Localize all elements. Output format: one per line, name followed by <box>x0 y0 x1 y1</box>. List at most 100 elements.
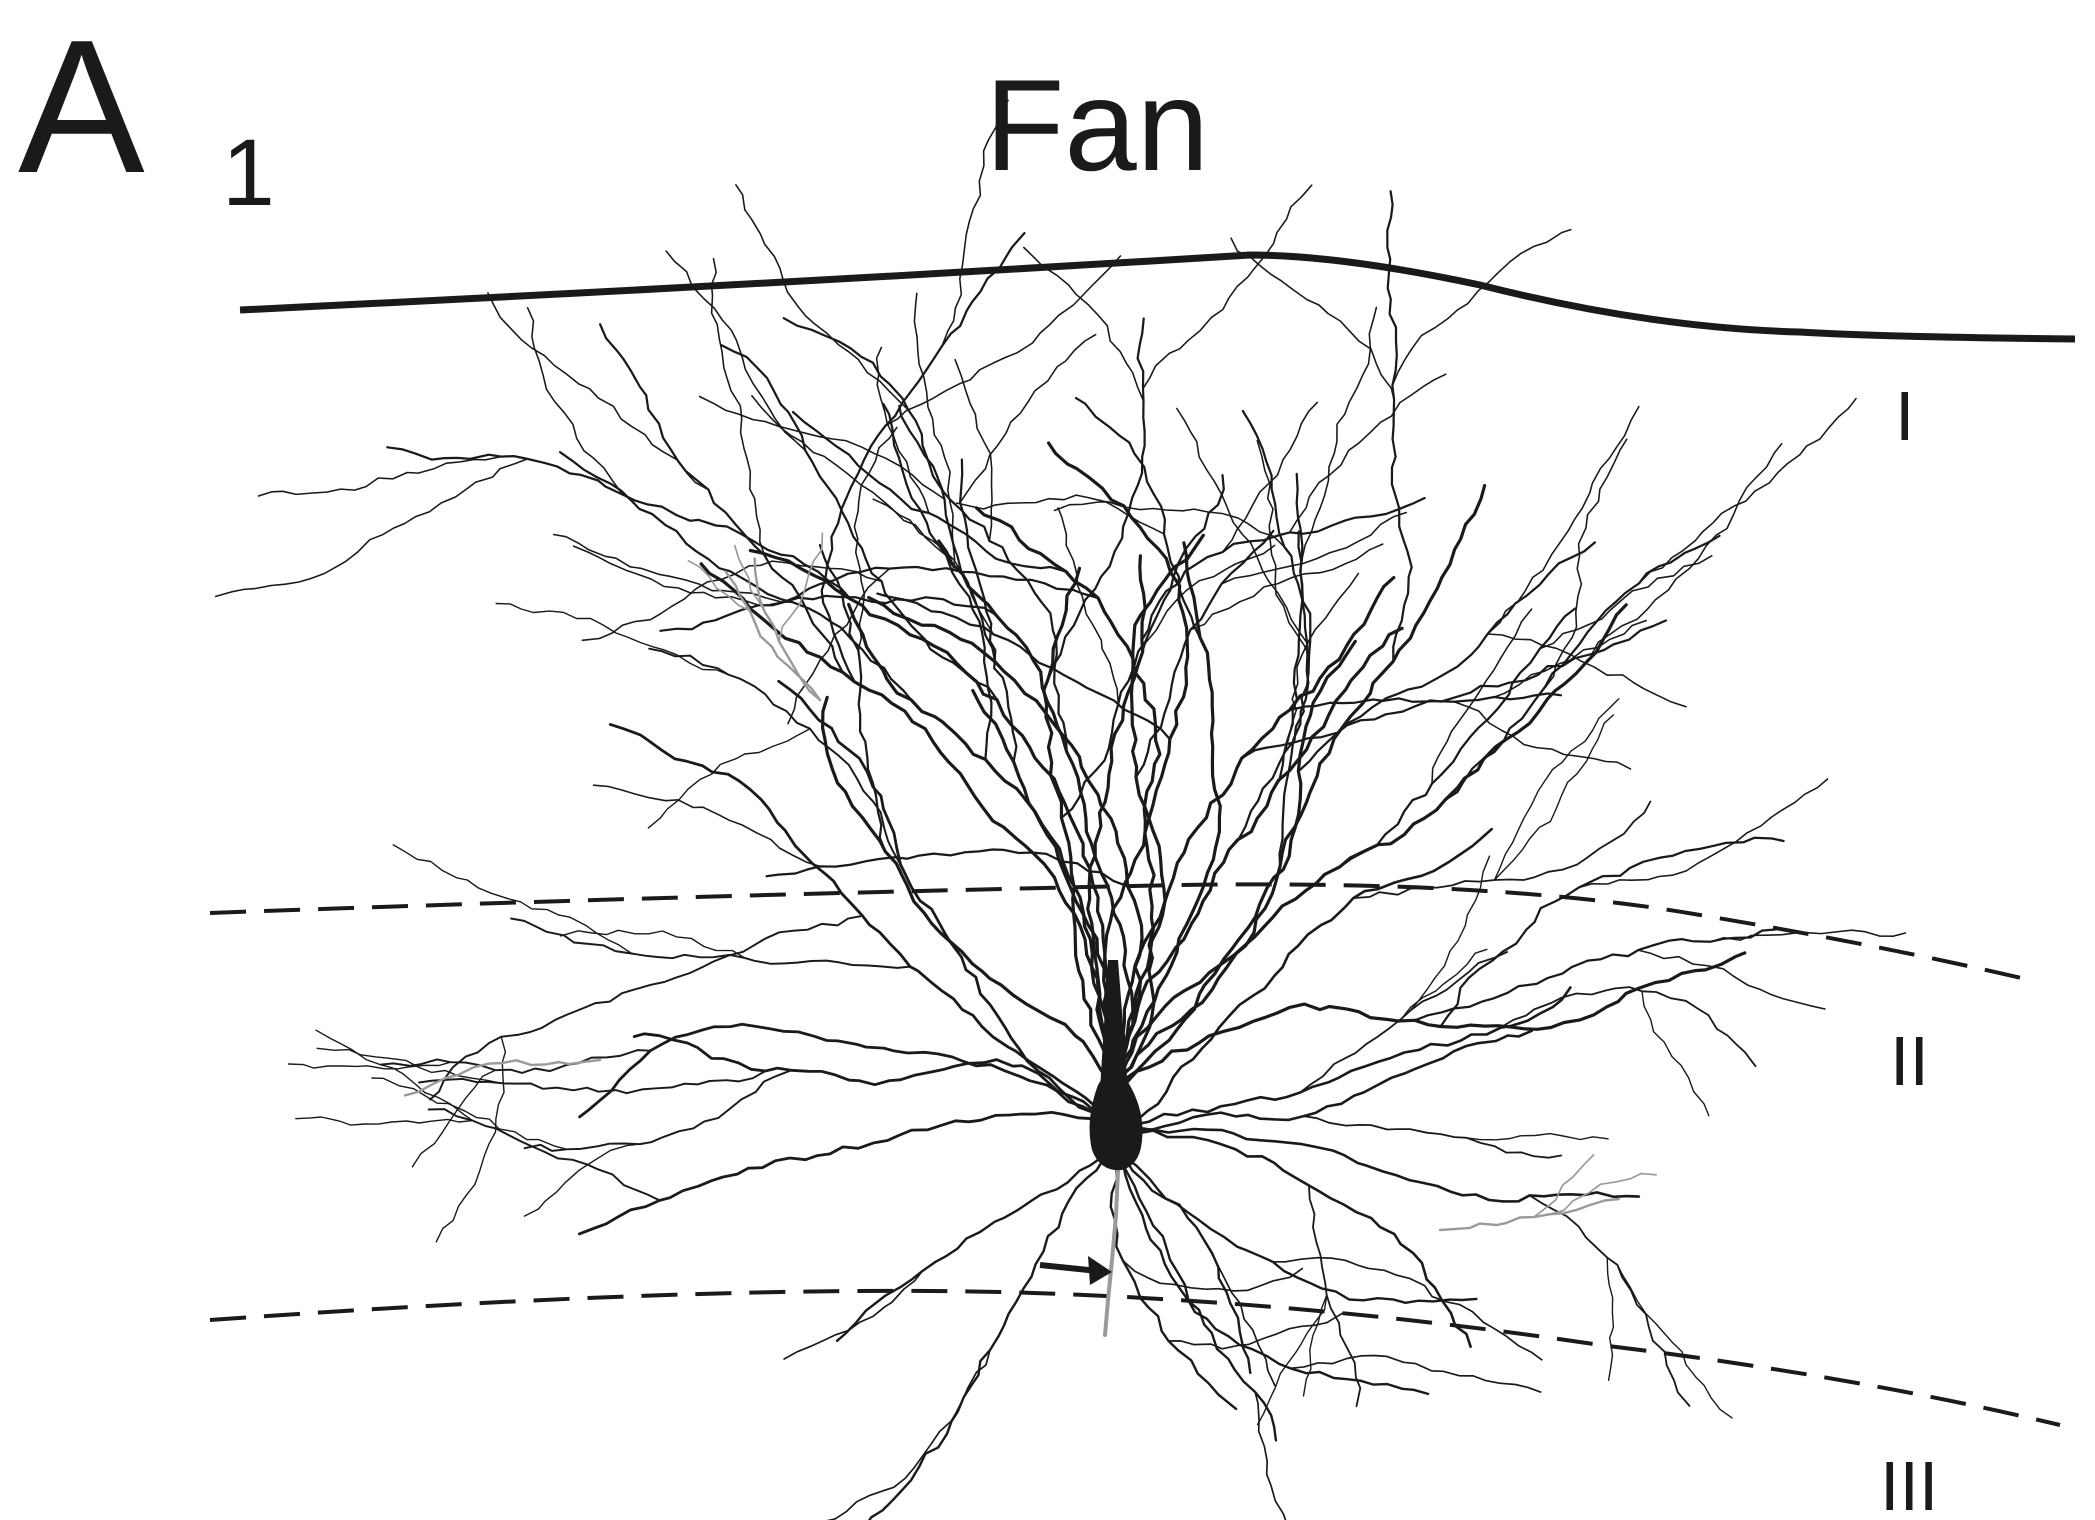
dendrite-branch <box>1109 1148 1238 1411</box>
dendrite-branch <box>558 451 913 701</box>
dendrite-branch <box>1140 496 1426 642</box>
primary-trunk <box>1100 960 1128 1090</box>
dendrite-branch <box>1123 827 1493 1132</box>
panel-label: A <box>18 1 145 213</box>
dendrite-branch <box>1409 855 1491 1012</box>
dendrite-branch <box>1641 990 1710 1117</box>
dendrite-branch <box>1431 608 1533 785</box>
dendrite-branch <box>526 307 633 503</box>
dendrite-branch <box>1534 438 1628 701</box>
dendrite-branch <box>1493 698 1620 881</box>
dendrite-branch <box>495 602 729 676</box>
dendrite-branch <box>1203 1240 1276 1387</box>
dendrite-branch <box>1123 1029 1533 1132</box>
dendrite-branch <box>955 494 1165 535</box>
dendrite-branch <box>1176 407 1308 644</box>
dendrite-branch <box>1113 1148 1478 1304</box>
dendrite-branch <box>648 647 902 866</box>
dendrite-branch <box>403 1058 602 1097</box>
dendrite-branch <box>835 1148 1117 1342</box>
dendrite-branch <box>1240 619 1668 760</box>
dendrite-branch <box>1254 1391 1287 1520</box>
dendrite-branch <box>572 545 760 607</box>
dendrite-branch <box>1256 1294 1328 1426</box>
dendrite-branch <box>552 533 794 604</box>
dendrite-branch <box>316 1047 517 1085</box>
dendrite-branch <box>1288 373 1447 534</box>
dendrite-branch <box>427 1108 661 1202</box>
dendrite-branch <box>1499 986 1757 1068</box>
dendrite-branch <box>1123 1128 1472 1348</box>
dendrite-branch <box>665 250 806 451</box>
dendrite-branch <box>1539 555 1713 650</box>
dendrite-branch <box>1486 405 1640 635</box>
dendrite-branch <box>1256 440 1310 657</box>
dendrite-branch <box>287 1061 452 1070</box>
dendrite-branch <box>523 1143 641 1217</box>
dendrite-branch <box>379 1049 652 1074</box>
dendrite-branch <box>592 784 821 868</box>
dendrite-branch <box>777 679 1107 1122</box>
dendrite-branch <box>783 1270 924 1360</box>
dendrite-branch <box>560 929 746 959</box>
dendrite-branch <box>632 1032 1107 1122</box>
dendrite-branch <box>735 184 917 422</box>
dendrite-branch <box>371 1077 568 1150</box>
dendrite-branch <box>876 592 1171 741</box>
dendrite-branch <box>1465 1132 1609 1141</box>
dendrite-branch <box>853 426 898 651</box>
dendrite-branch <box>1123 986 1572 1132</box>
dendrite-branch <box>769 565 1100 607</box>
dendrite-branch <box>1401 948 1488 1019</box>
dendrite-branch <box>1453 700 1632 770</box>
dendrite-branch <box>1113 576 1396 1092</box>
dendrite-branch <box>1637 949 1826 1010</box>
dendrite-branch <box>1528 1194 1691 1407</box>
dendrite-branch <box>1438 1197 1620 1232</box>
dendrite-branch <box>751 394 948 557</box>
dendrite-branch <box>1591 443 1783 655</box>
dendrite-branch <box>659 594 997 632</box>
dendrite-branch <box>1113 639 1357 1092</box>
dendrite-branch <box>1241 409 1304 794</box>
axon <box>1103 1168 1120 1337</box>
dendrite-branch <box>1057 507 1120 705</box>
cell-body <box>1089 1071 1143 1171</box>
dendrite-branch <box>1338 607 1577 868</box>
dendrite-branch <box>1549 1172 1658 1216</box>
panel-sublabel: 1 <box>222 120 275 226</box>
dendrite-branch <box>1616 1264 1733 1419</box>
dendrite-branch <box>765 848 1129 888</box>
dendrite-branch <box>710 257 766 556</box>
dendrite-branch <box>257 455 502 497</box>
dendrite-branch <box>295 1116 474 1126</box>
dendrite-branch <box>1301 306 1378 561</box>
dendrite-branch <box>698 395 946 500</box>
dendrite-branch <box>487 292 710 491</box>
dendrite-branch <box>598 323 844 674</box>
pial-surface-line <box>239 251 2076 343</box>
dendrite-branch <box>1123 1127 1641 1203</box>
dendrite-branch <box>647 728 811 829</box>
dendrite-branch <box>1271 1256 1543 1361</box>
layer-label-III: III <box>1880 1447 1938 1520</box>
dendrite-branch <box>1113 1148 1252 1375</box>
dendrite-branch <box>818 544 887 853</box>
dendrite-branch <box>971 688 1117 1092</box>
dendrite-branch <box>1533 1154 1595 1218</box>
dendrite-branch <box>782 317 997 664</box>
dendrite-branch <box>1023 246 1145 402</box>
dendrite-branch <box>867 1148 1117 1520</box>
dendrite-branch <box>523 1069 793 1152</box>
dendrite-branch <box>1413 928 1777 1022</box>
dendrite-branch <box>1302 1294 1328 1397</box>
dendrite-branch <box>1053 501 1286 548</box>
dendrite-branch <box>826 1349 991 1520</box>
dendrite-branch <box>699 562 1117 1092</box>
dendrite-branch <box>820 231 1026 684</box>
dendrite-branch <box>898 404 1068 753</box>
dendrite-branch <box>1638 397 1857 585</box>
dendrite-branch <box>1127 544 1276 682</box>
dendrite-branch <box>1042 566 1117 1092</box>
dendrite-branch <box>1606 1256 1615 1381</box>
